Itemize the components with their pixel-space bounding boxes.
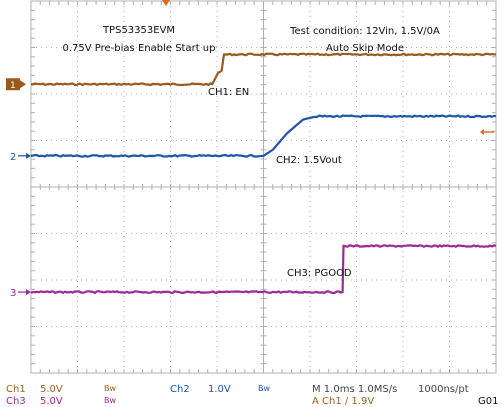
trace-3-pgood: [30, 244, 497, 294]
test-condition: Test condition: 12Vin, 1.5V/0A: [289, 26, 440, 37]
ch1-marker-box: [6, 78, 20, 91]
chart-subtitle: 0.75V Pre-bias Enable Start up: [63, 43, 216, 54]
ch3-label: Ch3: [6, 396, 26, 407]
trigger-readout: A Ch1 ∕ 1.9V: [312, 396, 375, 407]
figure-id: G01: [478, 396, 499, 407]
ch3-trace-label: CH3: PGOOD: [287, 268, 352, 279]
ch2-scale: 1.0V: [208, 384, 231, 395]
ch1-marker-number: 1: [10, 81, 16, 91]
ch1-trace-label: CH1: EN: [208, 87, 249, 98]
ch3-scale: 5.0V: [40, 396, 63, 407]
ch3-marker-number: 3: [10, 288, 16, 299]
ch2-marker-arrow: [26, 152, 31, 159]
ch1-scale: 5.0V: [40, 384, 63, 395]
ch1-ground-marker: 1: [6, 78, 26, 91]
trigger-level-arrow: [480, 129, 484, 135]
ch2-ground-marker: 2: [10, 152, 31, 163]
ch3-marker-arrow: [26, 289, 31, 296]
ch2-label: Ch2: [170, 384, 190, 395]
ch2-bandwidth: Bw: [258, 384, 271, 393]
waveform-traces: [30, 52, 497, 294]
trigger-position-marker: [162, 0, 170, 6]
ch1-label: Ch1: [6, 384, 26, 395]
mode-label: Auto Skip Mode: [326, 43, 404, 54]
ch2-trace-label: CH2: 1.5Vout: [276, 155, 342, 166]
ch1-bandwidth: Bw: [104, 384, 117, 393]
ch3-ground-marker: 3: [10, 288, 31, 299]
ch2-marker-number: 2: [10, 152, 16, 163]
record-readout: 1000ns/pt: [418, 384, 469, 395]
trace-2-1p5vout: [30, 114, 497, 158]
ch3-bandwidth: Bw: [104, 396, 117, 405]
ch1-marker-arrow: [20, 80, 26, 89]
channel-markers: 1 2 3: [6, 0, 494, 299]
timebase-readout: M 1.0ms 1.0MS/s: [312, 384, 398, 395]
trace-1-en: [30, 52, 497, 87]
graticule: [30, 0, 497, 374]
chart-title: TPS53353EVM: [102, 25, 175, 36]
